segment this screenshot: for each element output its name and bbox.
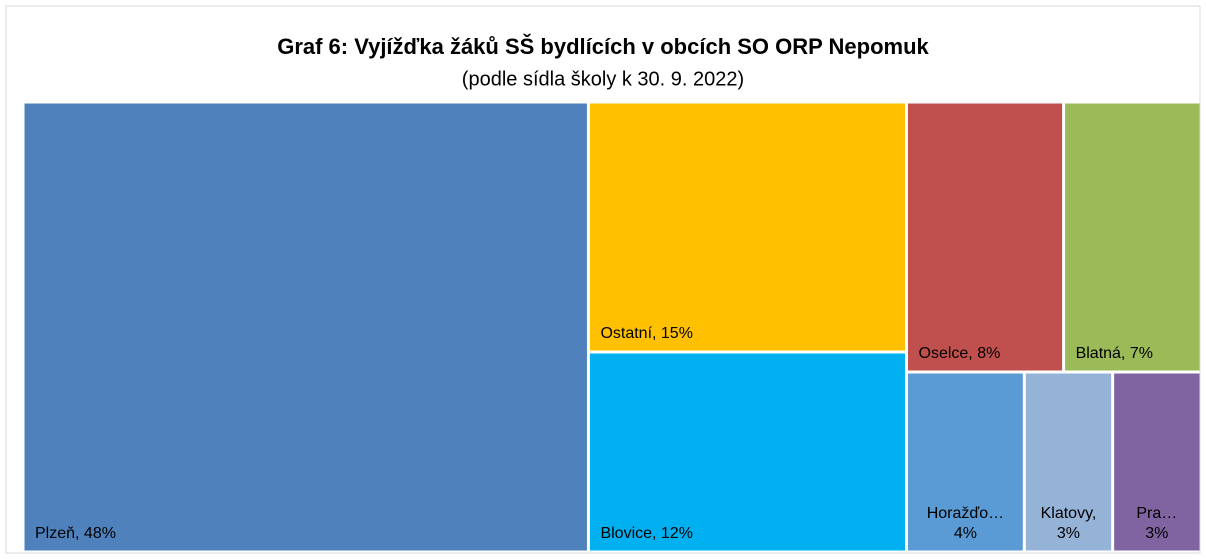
- treemap-tile: [1114, 373, 1200, 551]
- treemap-tile: [1065, 103, 1200, 371]
- tile-label: Plzeň, 48%: [35, 525, 116, 542]
- tile-label: Horažďo…: [927, 505, 1004, 522]
- tile-label: Ostatní, 15%: [600, 325, 693, 342]
- tile-label: 3%: [1145, 525, 1168, 542]
- tile-label: Oselce, 8%: [919, 345, 1001, 362]
- tile-label: Blatná, 7%: [1076, 345, 1153, 362]
- treemap-tile: [24, 103, 587, 551]
- treemap-tile: [908, 103, 1063, 371]
- tile-label: Pra…: [1136, 505, 1177, 522]
- chart-subtitle: (podle sídla školy k 30. 9. 2022): [462, 68, 744, 90]
- treemap-tile: [1025, 373, 1112, 551]
- tile-label: Blovice, 12%: [600, 525, 693, 542]
- tile-label: Klatovy,: [1041, 505, 1097, 522]
- treemap-tile: [589, 103, 905, 351]
- treemap-tile: [589, 353, 905, 551]
- treemap-tile: [908, 373, 1023, 551]
- chart-title: Graf 6: Vyjížďka žáků SŠ bydlících v obc…: [277, 34, 929, 59]
- tile-label: 3%: [1057, 525, 1080, 542]
- tile-label: 4%: [954, 525, 977, 542]
